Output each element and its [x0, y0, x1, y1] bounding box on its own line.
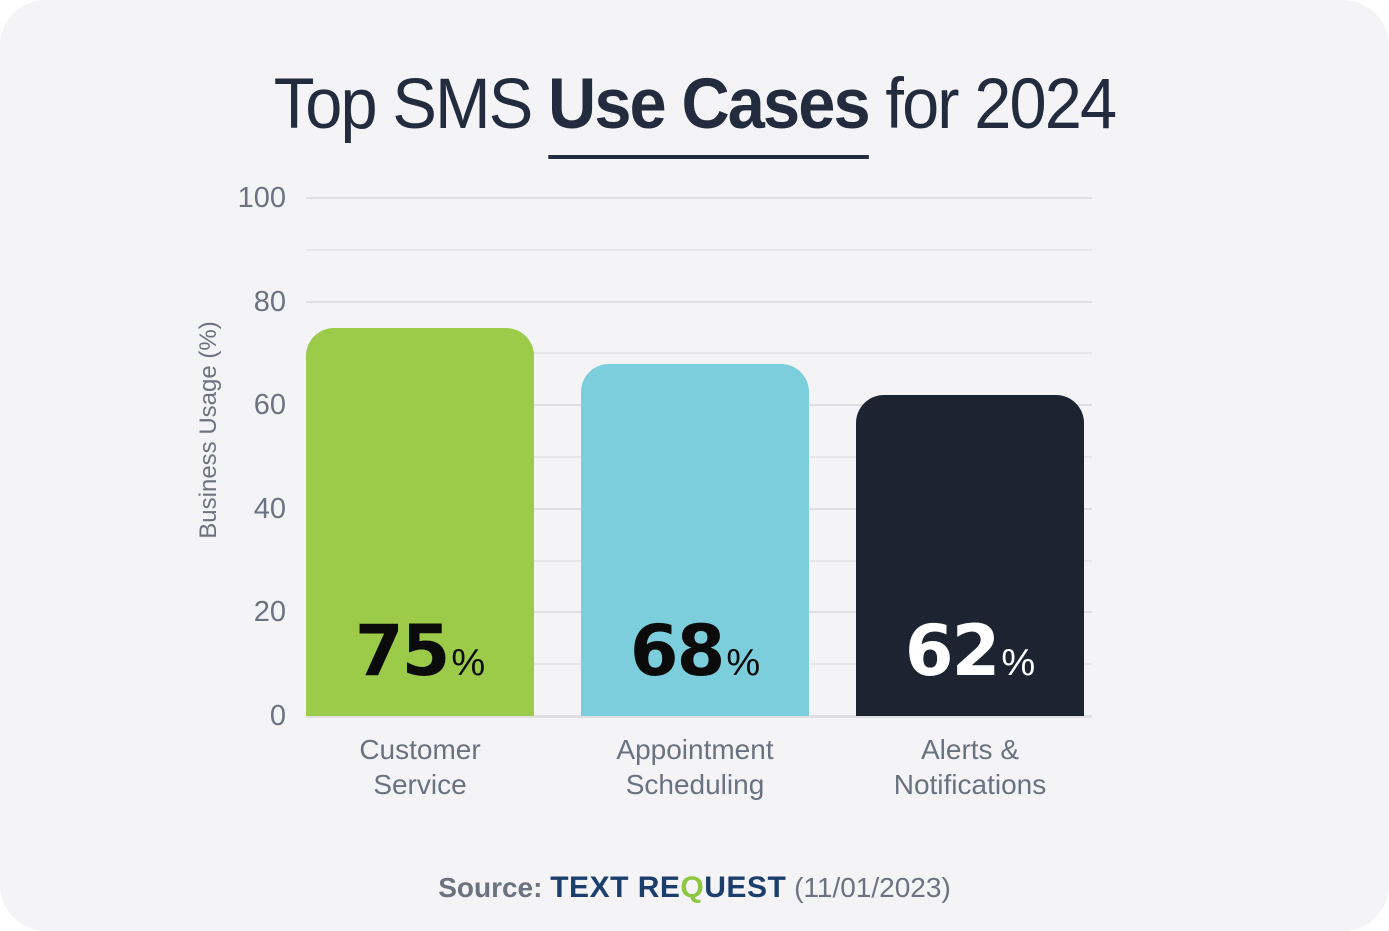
category-label: Appointment Scheduling	[616, 734, 774, 800]
gridline-80	[306, 300, 1092, 303]
y-tick-40: 40	[253, 492, 286, 525]
y-tick-20: 20	[253, 596, 286, 629]
brand-q-logo: Q	[680, 871, 705, 904]
gridline-70	[306, 352, 1092, 355]
y-tick-60: 60	[253, 389, 286, 422]
chart-title-emphasis: Use Cases	[548, 65, 871, 159]
gridline-100	[306, 197, 1092, 199]
value-number: 68	[629, 610, 725, 692]
value-number: 75	[354, 610, 450, 692]
brand-text-pre: TEXT RE	[550, 871, 681, 904]
value-unit: %	[1001, 642, 1036, 684]
source-label: Source:	[438, 872, 543, 903]
value-label: 68%	[581, 616, 809, 686]
value-unit: %	[451, 642, 486, 684]
bar-appointment-scheduling: 68% Appointment Scheduling	[581, 363, 809, 800]
chart-title-suffix: for 2024	[868, 65, 1117, 144]
value-unit: %	[726, 642, 761, 684]
y-axis-title: Business Usage (%)	[195, 321, 222, 539]
y-tick-100: 100	[237, 182, 286, 214]
plot-area: 0 20 40 60 80 100 75% Customer Service 68% Appoint…	[238, 182, 1092, 800]
bar-customer-service: 75% Customer Service	[306, 327, 534, 800]
y-tick-80: 80	[253, 285, 286, 318]
brand-name: TEXT REQUEST	[550, 871, 786, 904]
brand-text-post: UEST	[704, 871, 787, 904]
y-tick-0: 0	[269, 700, 286, 732]
chart-title-prefix: Top SMS	[273, 65, 549, 144]
source-line: Source: TEXT REQUEST (11/01/2023)	[0, 871, 1389, 905]
category-label: Customer Service	[359, 734, 481, 800]
gridline-90	[306, 248, 1092, 251]
category-label: Alerts & Notifications	[893, 734, 1047, 800]
value-number: 62	[904, 610, 1000, 692]
value-label: 62%	[856, 616, 1084, 686]
chart-title: Top SMS Use Cases for 2024	[42, 64, 1348, 159]
value-label: 75%	[306, 616, 534, 686]
source-date: (11/01/2023)	[794, 872, 951, 903]
gridline-0	[306, 715, 1092, 718]
bar-alerts-notifications: 62% Alerts & Notifications	[856, 394, 1084, 800]
